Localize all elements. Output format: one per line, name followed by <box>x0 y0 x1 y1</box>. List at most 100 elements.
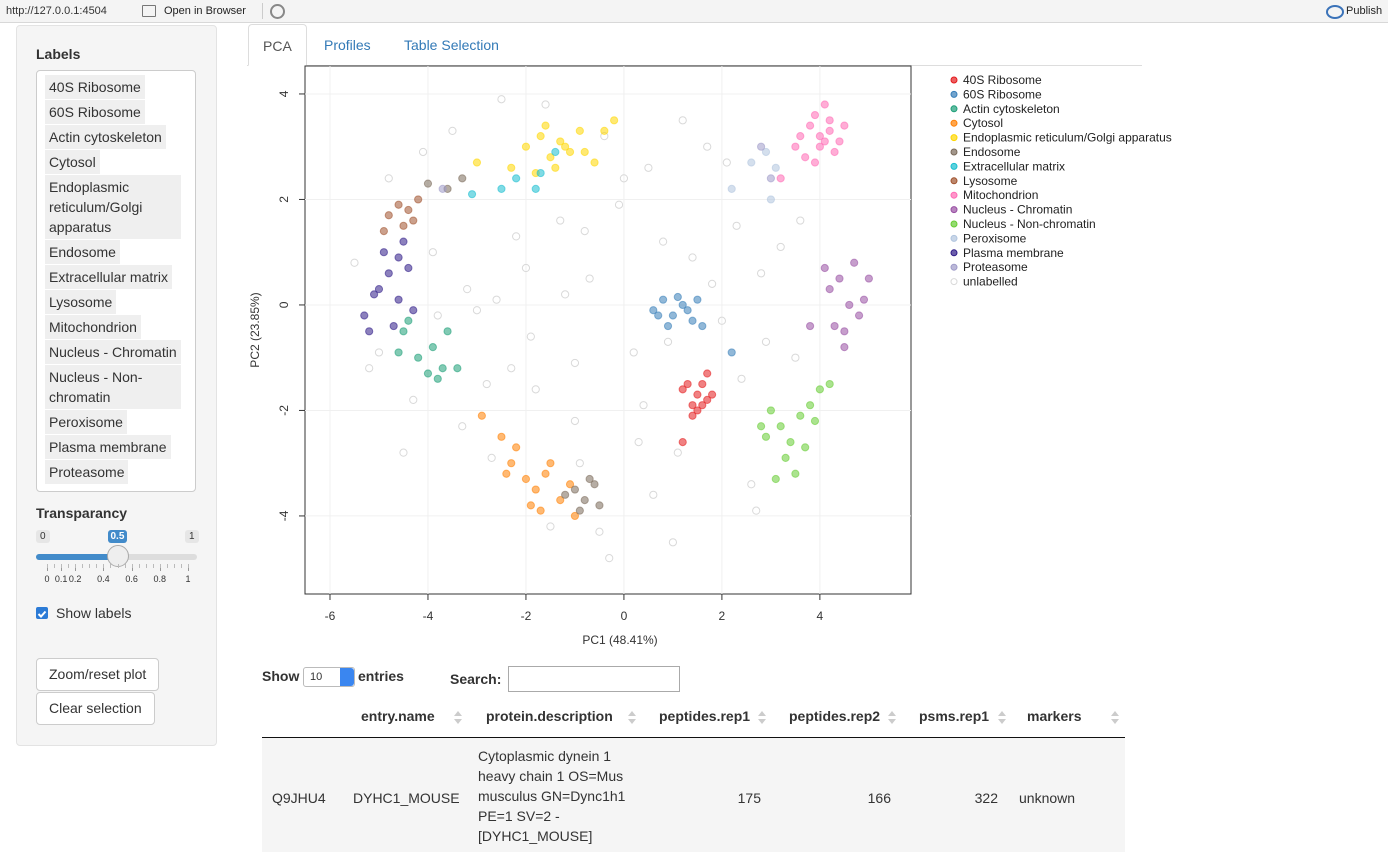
data-point <box>673 292 682 302</box>
column-header[interactable]: entry.name <box>361 708 435 724</box>
length-select[interactable]: 10 <box>303 667 355 687</box>
data-point <box>678 300 687 310</box>
label-item: Cytosol <box>45 150 100 174</box>
data-point <box>830 147 839 157</box>
column-header[interactable]: markers <box>1027 708 1082 724</box>
data-point <box>703 395 712 404</box>
data-point <box>521 142 531 151</box>
data-point <box>747 480 756 489</box>
column-header[interactable]: psms.rep1 <box>919 708 990 724</box>
sort-up <box>758 711 766 716</box>
data-point <box>551 163 560 172</box>
refresh-icon[interactable] <box>270 4 285 19</box>
legend-label: 60S Ribosome <box>963 87 1042 101</box>
slider: 0 1 0.5 0 0.1 0.2 0.4 0.6 0.8 1 <box>17 26 216 606</box>
data-point <box>575 506 584 515</box>
data-point <box>418 147 428 157</box>
search-input[interactable] <box>508 666 680 692</box>
sidebar: Labels 40S Ribosome 60S Ribosome Actin cyt… <box>16 25 217 746</box>
data-point <box>482 379 491 389</box>
data-point <box>825 126 834 135</box>
data-point <box>394 295 403 304</box>
data-point <box>619 174 629 183</box>
data-point <box>384 174 393 183</box>
data-point <box>766 195 775 204</box>
legend-marker <box>950 177 958 185</box>
column-header[interactable]: protein.description <box>486 708 613 724</box>
clear-selection-button[interactable]: Clear selection <box>36 692 155 725</box>
legend-marker <box>950 263 958 271</box>
data-point <box>561 142 570 151</box>
slider-minor-tick <box>82 564 84 568</box>
data-point <box>668 311 678 320</box>
tab[interactable]: Profiles <box>324 37 371 53</box>
show-labels-checkbox[interactable] <box>36 607 48 619</box>
data-point <box>678 116 687 125</box>
zoom-reset-button[interactable]: Zoom/reset plot <box>36 658 160 691</box>
data-point <box>414 353 423 362</box>
data-point <box>595 501 604 510</box>
data-point <box>761 337 771 346</box>
open-in-browser[interactable]: Open in Browser <box>164 5 246 17</box>
row-background <box>262 738 1125 852</box>
data-point <box>766 406 775 415</box>
sort-down <box>628 719 636 724</box>
data-point <box>365 364 374 373</box>
publish[interactable]: Publish <box>1346 5 1383 17</box>
label-item: Proteasome <box>45 460 129 484</box>
slider-value: 0.5 <box>107 530 128 543</box>
data-point <box>850 258 859 267</box>
data-point <box>458 174 467 183</box>
data-point <box>693 390 702 399</box>
x-tick-label: -4 <box>423 609 434 623</box>
tab[interactable]: PCA <box>248 24 307 66</box>
data-point <box>805 321 815 331</box>
data-point <box>600 126 609 135</box>
data-point <box>644 163 653 172</box>
legend-label: Nucleus - Chromatin <box>963 203 1072 217</box>
legend-marker <box>950 76 958 84</box>
data-point <box>737 374 746 383</box>
data-point <box>805 401 815 410</box>
legend-marker <box>950 134 958 142</box>
data-point <box>521 474 531 484</box>
slider-fill <box>36 554 118 560</box>
data-point <box>536 132 545 141</box>
slider-minor-tick <box>110 564 112 568</box>
y-tick-label: 0 <box>277 301 291 308</box>
legend-label: Peroxisome <box>963 231 1027 245</box>
column-header[interactable]: peptides.rep2 <box>789 708 881 724</box>
slider-minor-tick <box>180 564 182 568</box>
label-item: 40S Ribosome <box>45 75 145 99</box>
data-point <box>423 369 433 378</box>
labels-select[interactable]: 40S Ribosome 60S Ribosome Actin cytoskelet… <box>36 70 196 492</box>
data-point <box>541 469 550 478</box>
data-point <box>384 269 393 278</box>
data-point <box>360 311 369 320</box>
data-point <box>409 395 418 404</box>
x-axis-label: PC1 (48.41%) <box>582 633 657 647</box>
data-point <box>688 411 697 420</box>
show-labels-label: Show labels <box>56 605 132 621</box>
x-tick-label: -6 <box>325 609 336 623</box>
data-point <box>556 216 565 225</box>
table-cell: 175 <box>737 790 761 806</box>
data-point <box>448 126 457 135</box>
data-point <box>761 147 771 157</box>
column-header[interactable]: peptides.rep1 <box>659 708 751 724</box>
data-point <box>374 348 384 357</box>
show-label: Show <box>262 668 300 684</box>
legend-marker <box>950 249 958 257</box>
table-cell: Cytoplasmic dynein 1 heavy chain 1 OS=Mu… <box>478 748 626 844</box>
slider-minor-tick <box>54 564 56 568</box>
data-point <box>698 321 707 331</box>
data-point <box>414 195 423 204</box>
slider-tick-label: 0.1 <box>54 574 68 584</box>
data-point <box>683 306 692 315</box>
data-point <box>791 353 800 362</box>
slider-minor-tick <box>47 564 48 568</box>
data-point <box>394 348 403 357</box>
data-point <box>458 422 467 431</box>
tab[interactable]: Table Selection <box>404 37 499 53</box>
